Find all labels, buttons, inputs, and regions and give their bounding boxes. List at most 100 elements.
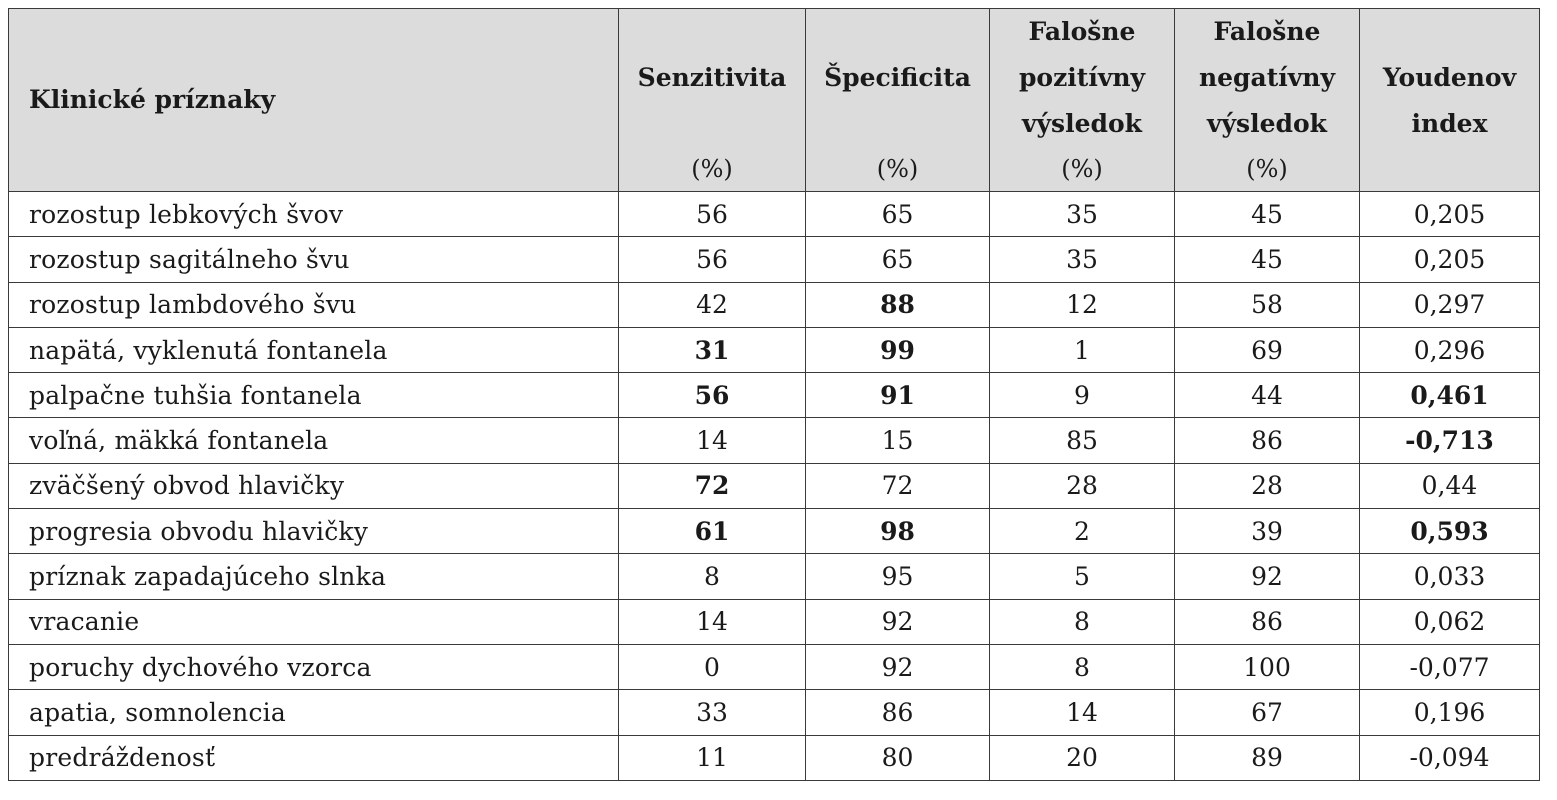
header-false-positive-unit: (%) bbox=[1061, 155, 1103, 183]
false-negative-cell: 39 bbox=[1174, 508, 1360, 555]
specificity-cell: 91 bbox=[805, 372, 990, 419]
specificity-cell: 86 bbox=[805, 689, 990, 736]
sensitivity-cell: 42 bbox=[618, 281, 806, 328]
youden-index-cell: -0,094 bbox=[1359, 734, 1540, 781]
symptom-label: predráždenosť bbox=[8, 734, 619, 781]
header-sensitivity-unit: (%) bbox=[691, 155, 733, 183]
symptom-label: vracanie bbox=[8, 598, 619, 645]
symptom-label: voľná, mäkká fontanela bbox=[8, 417, 619, 464]
symptom-label: príznak zapadajúceho slnka bbox=[8, 553, 619, 600]
false-positive-cell: 9 bbox=[989, 372, 1175, 419]
sensitivity-cell: 0 bbox=[618, 643, 806, 691]
youden-index-cell: 0,297 bbox=[1359, 281, 1540, 328]
table-body: rozostup lebkových švov 56 65 35 45 0,205 rozo… bbox=[8, 190, 1540, 781]
youden-index-cell: 0,033 bbox=[1359, 553, 1540, 600]
sensitivity-cell: 33 bbox=[618, 689, 806, 736]
sensitivity-cell: 31 bbox=[618, 326, 806, 374]
sensitivity-cell: 14 bbox=[618, 598, 806, 645]
youden-index-cell: 0,205 bbox=[1359, 190, 1540, 238]
sensitivity-cell: 72 bbox=[618, 462, 806, 510]
false-negative-cell: 44 bbox=[1174, 372, 1360, 419]
header-false-negative-line-3: výsledok bbox=[1206, 109, 1327, 138]
false-negative-cell: 28 bbox=[1174, 462, 1360, 510]
false-negative-cell: 69 bbox=[1174, 326, 1360, 374]
false-positive-cell: 8 bbox=[989, 598, 1175, 645]
table-row: poruchy dychového vzorca 0 92 8 100 -0,077 bbox=[8, 643, 1540, 691]
symptom-label: palpačne tuhšia fontanela bbox=[8, 372, 619, 419]
sensitivity-cell: 56 bbox=[618, 372, 806, 419]
symptom-label: rozostup lebkových švov bbox=[8, 190, 619, 238]
header-sensitivity: Senzitivita (%) bbox=[618, 8, 806, 192]
table-row: príznak zapadajúceho slnka 8 95 5 92 0,033 bbox=[8, 553, 1540, 600]
table-row: rozostup lambdového švu 42 88 12 58 0,297 bbox=[8, 281, 1540, 328]
false-negative-cell: 58 bbox=[1174, 281, 1360, 328]
header-false-positive-line-1: Falošne bbox=[1028, 17, 1136, 46]
youden-index-cell: 0,296 bbox=[1359, 326, 1540, 374]
header-clinical-symptoms: Klinické príznaky bbox=[8, 8, 619, 192]
symptom-label: apatia, somnolencia bbox=[8, 689, 619, 736]
specificity-cell: 98 bbox=[805, 508, 990, 555]
header-youden-line-2: index bbox=[1411, 109, 1488, 138]
youden-index-cell: 0,196 bbox=[1359, 689, 1540, 736]
header-specificity-label: Špecificita bbox=[824, 63, 971, 92]
header-false-negative: Falošne negatívny výsledok (%) bbox=[1174, 8, 1360, 192]
false-positive-cell: 20 bbox=[989, 734, 1175, 781]
youden-index-cell: -0,713 bbox=[1359, 417, 1540, 464]
table-row: napätá, vyklenutá fontanela 31 99 1 69 0,296 bbox=[8, 326, 1540, 374]
table-row: apatia, somnolencia 33 86 14 67 0,196 bbox=[8, 689, 1540, 736]
false-positive-cell: 28 bbox=[989, 462, 1175, 510]
table-row: predráždenosť 11 80 20 89 -0,094 bbox=[8, 734, 1540, 781]
header-specificity-unit: (%) bbox=[876, 155, 919, 183]
false-positive-cell: 8 bbox=[989, 643, 1175, 691]
false-positive-cell: 35 bbox=[989, 236, 1175, 283]
false-positive-cell: 1 bbox=[989, 326, 1175, 374]
false-negative-cell: 45 bbox=[1174, 236, 1360, 283]
youden-index-cell: 0,44 bbox=[1359, 462, 1540, 510]
false-positive-cell: 35 bbox=[989, 190, 1175, 238]
specificity-cell: 99 bbox=[805, 326, 990, 374]
symptom-label: poruchy dychového vzorca bbox=[8, 643, 619, 691]
youden-index-cell: 0,205 bbox=[1359, 236, 1540, 283]
table-row: progresia obvodu hlavičky 61 98 2 39 0,593 bbox=[8, 508, 1540, 555]
header-false-negative-line-2: negatívny bbox=[1198, 63, 1336, 92]
symptom-label: rozostup sagitálneho švu bbox=[8, 236, 619, 283]
false-positive-cell: 85 bbox=[989, 417, 1175, 464]
header-false-positive-line-2: pozitívny bbox=[1018, 63, 1146, 92]
false-negative-cell: 86 bbox=[1174, 598, 1360, 645]
youden-index-cell: 0,461 bbox=[1359, 372, 1540, 419]
table-row: rozostup lebkových švov 56 65 35 45 0,205 bbox=[8, 190, 1540, 238]
false-positive-cell: 12 bbox=[989, 281, 1175, 328]
sensitivity-cell: 8 bbox=[618, 553, 806, 600]
table-header: Klinické príznaky Senzitivita (%) Špecif… bbox=[8, 8, 1540, 192]
specificity-cell: 65 bbox=[805, 236, 990, 283]
symptom-label: rozostup lambdového švu bbox=[8, 281, 619, 328]
sensitivity-cell: 61 bbox=[618, 508, 806, 555]
specificity-cell: 92 bbox=[805, 643, 990, 691]
sensitivity-cell: 56 bbox=[618, 236, 806, 283]
sensitivity-cell: 14 bbox=[618, 417, 806, 464]
specificity-cell: 95 bbox=[805, 553, 990, 600]
sensitivity-cell: 11 bbox=[618, 734, 806, 781]
false-negative-cell: 45 bbox=[1174, 190, 1360, 238]
false-negative-cell: 92 bbox=[1174, 553, 1360, 600]
symptom-label: zväčšený obvod hlavičky bbox=[8, 462, 619, 510]
youden-index-cell: 0,062 bbox=[1359, 598, 1540, 645]
false-positive-cell: 14 bbox=[989, 689, 1175, 736]
header-false-positive-line-3: výsledok bbox=[1021, 109, 1142, 138]
table-row: vracanie 14 92 8 86 0,062 bbox=[8, 598, 1540, 645]
false-negative-cell: 100 bbox=[1174, 643, 1360, 691]
symptom-label: progresia obvodu hlavičky bbox=[8, 508, 619, 555]
header-false-negative-unit: (%) bbox=[1246, 155, 1288, 183]
table-row: zväčšený obvod hlavičky 72 72 28 28 0,44 bbox=[8, 462, 1540, 510]
header-row: Klinické príznaky Senzitivita (%) Špecif… bbox=[8, 8, 1540, 192]
specificity-cell: 88 bbox=[805, 281, 990, 328]
false-positive-cell: 5 bbox=[989, 553, 1175, 600]
table-row: palpačne tuhšia fontanela 56 91 9 44 0,461 bbox=[8, 372, 1540, 419]
header-youden-index: Youdenov index bbox=[1359, 8, 1540, 192]
specificity-cell: 80 bbox=[805, 734, 990, 781]
false-negative-cell: 67 bbox=[1174, 689, 1360, 736]
header-sensitivity-label: Senzitivita bbox=[637, 63, 787, 92]
false-negative-cell: 86 bbox=[1174, 417, 1360, 464]
header-false-positive: Falošne pozitívny výsledok (%) bbox=[989, 8, 1175, 192]
specificity-cell: 92 bbox=[805, 598, 990, 645]
